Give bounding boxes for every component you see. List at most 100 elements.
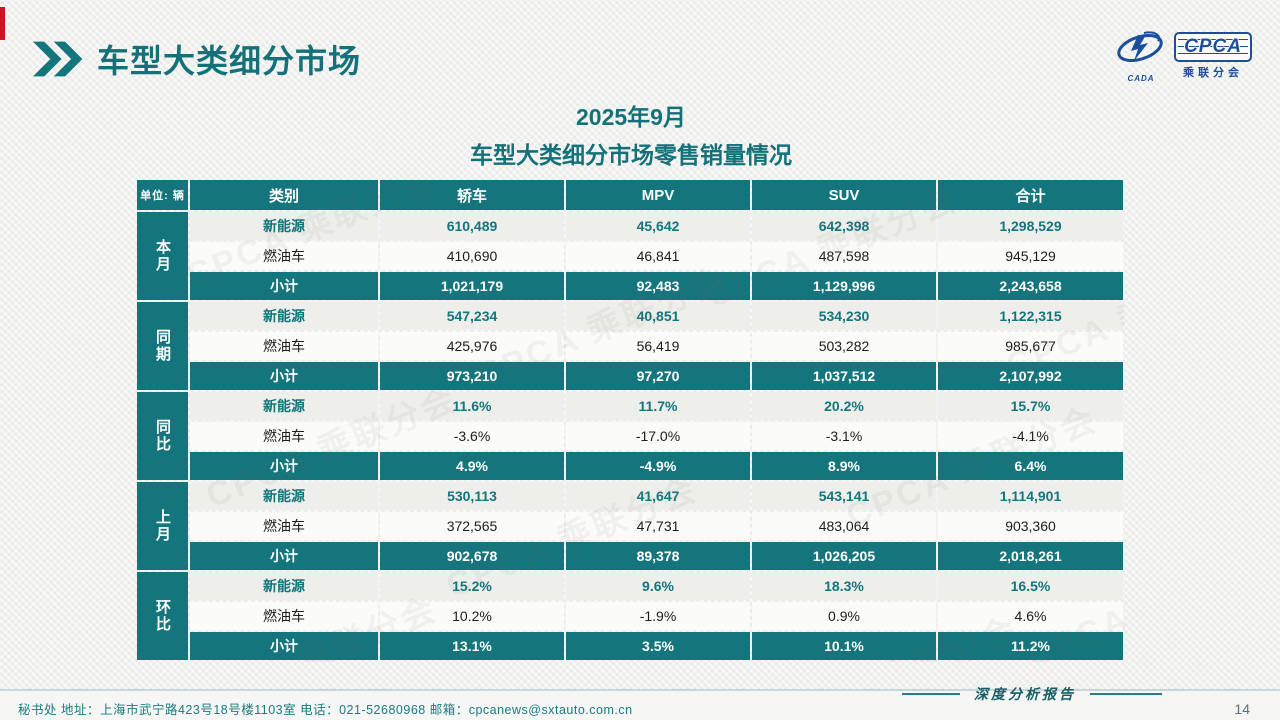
cell-value: 40,851 [566, 302, 750, 330]
cell-value: 0.9% [752, 602, 936, 630]
cell-value: 487,598 [752, 242, 936, 270]
cell-value: 547,234 [380, 302, 564, 330]
cell-value: 1,114,901 [938, 482, 1123, 510]
tag-left-line [902, 693, 960, 695]
cell-value: 47,731 [566, 512, 750, 540]
cell-value: 16.5% [938, 572, 1123, 600]
row-group-label: 环比 [137, 572, 188, 660]
row-category-label: 小计 [190, 452, 378, 480]
row-category-label: 新能源 [190, 212, 378, 240]
cell-value: 642,398 [752, 212, 936, 240]
cell-value: 1,021,179 [380, 272, 564, 300]
cell-value: 1,037,512 [752, 362, 936, 390]
cell-value: 45,642 [566, 212, 750, 240]
row-category-label: 小计 [190, 542, 378, 570]
cell-value: -17.0% [566, 422, 750, 450]
cell-value: 11.2% [938, 632, 1123, 660]
cell-value: 1,026,205 [752, 542, 936, 570]
cell-value: 10.1% [752, 632, 936, 660]
cell-value: 11.7% [566, 392, 750, 420]
row-category-label: 小计 [190, 272, 378, 300]
cell-value: -4.9% [566, 452, 750, 480]
row-category-label: 新能源 [190, 572, 378, 600]
cell-value: 2,018,261 [938, 542, 1123, 570]
tag-right-line [1090, 693, 1162, 695]
cell-value: 610,489 [380, 212, 564, 240]
cell-value: 6.4% [938, 452, 1123, 480]
cell-value: 4.6% [938, 602, 1123, 630]
cell-value: 2,243,658 [938, 272, 1123, 300]
cpca-logo-text: CPCA [1184, 35, 1242, 57]
cell-value: 2,107,992 [938, 362, 1123, 390]
cpca-logo-subtext: 乘联分会 [1183, 66, 1243, 79]
row-category-label: 小计 [190, 362, 378, 390]
cell-value: 530,113 [380, 482, 564, 510]
logo-mark-text: CADA [1127, 74, 1155, 83]
column-header: 类别 [190, 180, 378, 210]
cell-value: 1,129,996 [752, 272, 936, 300]
table-title-month: 2025年9月 [576, 104, 686, 130]
table-title-caption: 车型大类细分市场零售销量情况 [470, 142, 792, 168]
cell-value: 1,122,315 [938, 302, 1123, 330]
row-group-label: 同期 [137, 302, 188, 390]
cell-value: 20.2% [752, 392, 936, 420]
cell-value: 97,270 [566, 362, 750, 390]
column-header: 合计 [938, 180, 1123, 210]
cell-value: -1.9% [566, 602, 750, 630]
row-group-label: 上月 [137, 482, 188, 570]
cell-value: -4.1% [938, 422, 1123, 450]
sales-table: 单位: 辆类别 轿车 MPV SUV 合计 本月 新能源 610,489 45,642 642,3… [137, 180, 1125, 660]
row-group-label: 本月 [137, 212, 188, 300]
row-category-label: 燃油车 [190, 512, 378, 540]
row-category-label: 小计 [190, 632, 378, 660]
row-group-label: 同比 [137, 392, 188, 480]
footer-contact-info: 秘书处 地址：上海市武宁路423号18号楼1103室 电话：021-526809… [18, 703, 633, 717]
cell-value: 18.3% [752, 572, 936, 600]
cell-value: 903,360 [938, 512, 1123, 540]
cell-value: 410,690 [380, 242, 564, 270]
cell-value: 15.2% [380, 572, 564, 600]
cell-value: 534,230 [752, 302, 936, 330]
cpca-logo-box: CPCA [1174, 31, 1252, 62]
cell-value: -3.1% [752, 422, 936, 450]
cell-value: 41,647 [566, 482, 750, 510]
cell-value: 13.1% [380, 632, 564, 660]
cell-value: 89,378 [566, 542, 750, 570]
cell-value: 543,141 [752, 482, 936, 510]
report-type-tag: 深度分析报告 [902, 684, 1162, 704]
column-header: SUV [752, 180, 936, 210]
footer-bar: 秘书处 地址：上海市武宁路423号18号楼1103室 电话：021-526809… [0, 687, 1280, 720]
row-category-label: 新能源 [190, 392, 378, 420]
cell-value: 56,419 [566, 332, 750, 360]
cell-value: 425,976 [380, 332, 564, 360]
cell-value: -3.6% [380, 422, 564, 450]
cell-value: 483,064 [752, 512, 936, 540]
cell-value: 902,678 [380, 542, 564, 570]
cell-value: 4.9% [380, 452, 564, 480]
cell-value: 372,565 [380, 512, 564, 540]
cpca-logo: CADA CPCA 乘联分会 [1114, 28, 1252, 83]
cell-value: 92,483 [566, 272, 750, 300]
column-header: MPV [566, 180, 750, 210]
row-category-label: 新能源 [190, 482, 378, 510]
row-category-label: 燃油车 [190, 242, 378, 270]
cell-value: 46,841 [566, 242, 750, 270]
row-category-label: 燃油车 [190, 332, 378, 360]
cell-value: 973,210 [380, 362, 564, 390]
cell-value: 8.9% [752, 452, 936, 480]
cell-value: 3.5% [566, 632, 750, 660]
slide-header: 车型大类细分市场 [33, 36, 361, 82]
cell-value: 985,677 [938, 332, 1123, 360]
page-number: 14 [1234, 701, 1250, 717]
report-type-label: 深度分析报告 [974, 687, 1076, 703]
double-chevron-icon [33, 41, 83, 77]
cell-value: 11.6% [380, 392, 564, 420]
cell-value: 503,282 [752, 332, 936, 360]
table-title-block: 2025年9月 车型大类细分市场零售销量情况 [137, 98, 1125, 170]
row-category-label: 新能源 [190, 302, 378, 330]
cell-value: 10.2% [380, 602, 564, 630]
cell-value: 9.6% [566, 572, 750, 600]
row-category-label: 燃油车 [190, 602, 378, 630]
column-header: 轿车 [380, 180, 564, 210]
cell-value: 945,129 [938, 242, 1123, 270]
